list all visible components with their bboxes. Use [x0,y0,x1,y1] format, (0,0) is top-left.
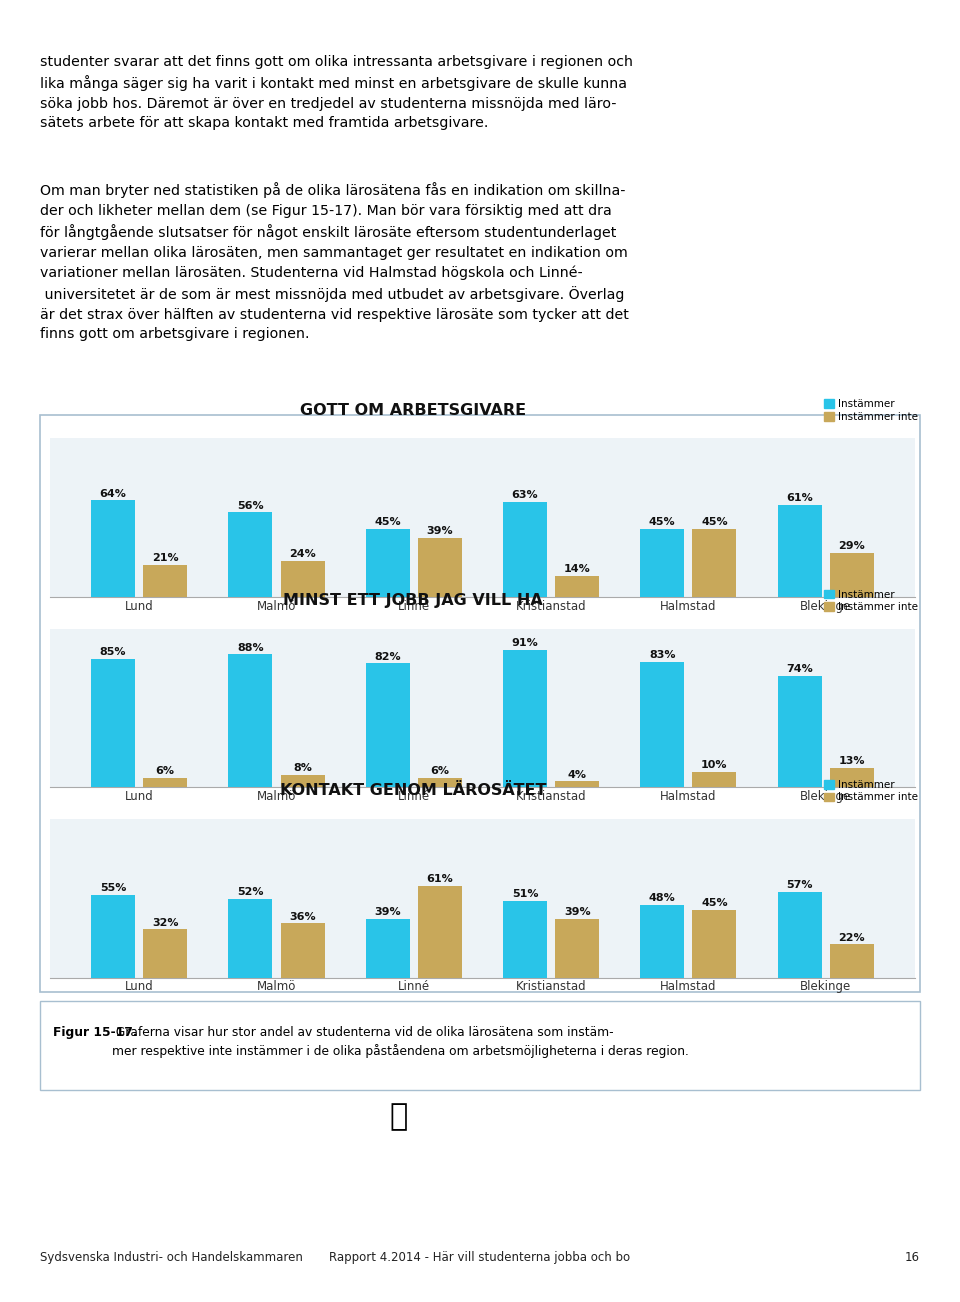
Bar [228,655,273,788]
Text: 39%: 39% [426,526,453,536]
Bar [640,661,684,788]
Text: Rapport 4.2014 - Här vill studenterna jobba och bo: Rapport 4.2014 - Här vill studenterna jo… [329,1251,631,1263]
Bar [829,944,874,978]
Bar [418,885,462,978]
Bar [143,930,187,978]
Text: 63%: 63% [512,490,539,500]
Text: studenter svarar att det finns gott om olika intressanta arbetsgivare i regionen: studenter svarar att det finns gott om o… [40,55,634,130]
Bar [366,664,410,788]
Text: 56%: 56% [237,500,264,510]
Text: 24%: 24% [289,549,316,559]
Bar [143,565,187,598]
Text: 61%: 61% [786,493,813,503]
Bar [228,900,273,978]
Text: 64%: 64% [100,488,127,499]
Text: MINST ETT JOBB JAG VILL HA: MINST ETT JOBB JAG VILL HA [283,594,543,608]
Text: 10%: 10% [701,760,728,771]
Bar [555,781,599,788]
Text: 14%: 14% [564,564,590,574]
Text: 55%: 55% [100,883,127,893]
Bar [503,901,547,978]
Text: 🏃: 🏃 [389,1101,408,1131]
Text: 8%: 8% [293,763,312,773]
Bar [778,505,822,598]
Bar [366,529,410,598]
Text: 82%: 82% [374,652,401,661]
Bar [418,538,462,598]
Bar [829,768,874,788]
Bar [280,775,324,788]
Text: 16: 16 [904,1251,920,1263]
Text: Sydsvenska Industri- och Handelskammaren: Sydsvenska Industri- och Handelskammaren [40,1251,303,1263]
Legend: Instämmer, Instämmer inte: Instämmer, Instämmer inte [824,400,919,422]
Text: 48%: 48% [649,893,676,904]
Text: 83%: 83% [649,650,676,660]
Text: 21%: 21% [152,553,179,564]
Text: Figur 15-17.: Figur 15-17. [53,1026,137,1039]
Bar [503,650,547,788]
Text: 57%: 57% [786,880,813,889]
Bar [228,513,273,598]
Text: GOTT OM ARBETSGIVARE: GOTT OM ARBETSGIVARE [300,402,526,418]
Text: 52%: 52% [237,888,264,897]
Bar [692,772,736,788]
Text: 2: Platsen: 2: Platsen [783,18,876,35]
Text: 45%: 45% [374,517,401,527]
Bar [640,529,684,598]
Text: 6%: 6% [156,767,175,776]
Text: 29%: 29% [838,542,865,552]
Text: 61%: 61% [426,874,453,884]
Legend: Instämmer, Instämmer inte: Instämmer, Instämmer inte [824,590,919,612]
Bar [778,676,822,788]
Text: Om man bryter ned statistiken på de olika lärosätena fås en indikation om skilln: Om man bryter ned statistiken på de olik… [40,182,629,341]
Text: 4%: 4% [567,769,587,780]
Legend: Instämmer, Instämmer inte: Instämmer, Instämmer inte [824,780,919,802]
Bar [829,553,874,598]
Text: 39%: 39% [374,907,401,917]
Text: 51%: 51% [512,889,539,898]
Bar [555,575,599,598]
Text: Graferna visar hur stor andel av studenterna vid de olika lärosätena som instäm-: Graferna visar hur stor andel av student… [112,1026,689,1059]
Bar [280,561,324,598]
Bar [366,919,410,978]
Bar [280,923,324,978]
Text: 85%: 85% [100,647,127,658]
Text: 88%: 88% [237,643,264,652]
Bar [91,894,135,978]
Bar [692,910,736,978]
Bar [91,500,135,598]
Bar [692,529,736,598]
Text: 6%: 6% [430,767,449,776]
Text: 32%: 32% [152,918,179,927]
Text: 45%: 45% [701,517,728,527]
Bar [503,501,547,598]
Text: 22%: 22% [838,932,865,943]
Bar [640,905,684,978]
Bar [778,892,822,978]
Bar [143,779,187,788]
Text: 91%: 91% [512,638,539,648]
Text: KONTAKT GENOM LÄROSÄTET: KONTAKT GENOM LÄROSÄTET [280,784,546,798]
Text: 36%: 36% [289,911,316,922]
Bar [418,779,462,788]
Bar [91,659,135,788]
Text: 39%: 39% [564,907,590,917]
Bar [555,919,599,978]
Text: 74%: 74% [786,664,813,673]
Text: 13%: 13% [838,756,865,766]
Text: 45%: 45% [701,898,728,907]
Text: 45%: 45% [649,517,676,527]
